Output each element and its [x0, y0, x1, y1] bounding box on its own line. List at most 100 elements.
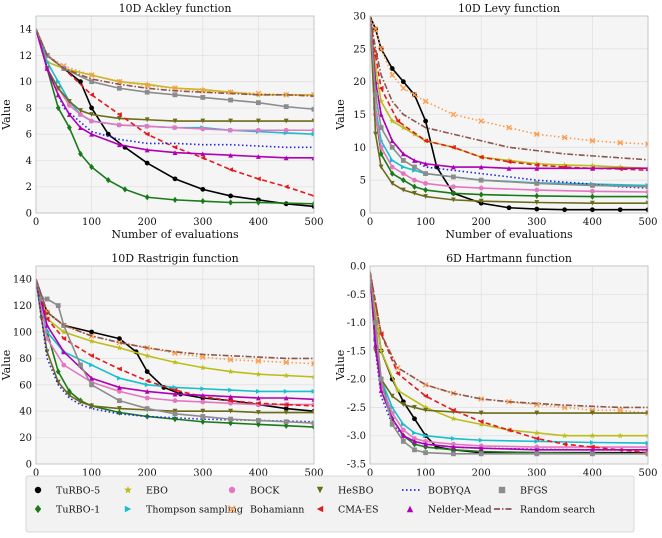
data-point: [534, 165, 540, 171]
series-bfgs: [370, 16, 648, 190]
data-point: [66, 392, 72, 398]
data-point: [61, 349, 67, 355]
data-point: [255, 358, 262, 364]
data-point: [423, 138, 428, 144]
data-point: [423, 186, 428, 194]
series-line: [36, 278, 314, 378]
series-line: [36, 28, 314, 197]
data-point: [645, 200, 648, 206]
data-point: [590, 207, 595, 213]
data-point: [172, 176, 178, 182]
data-point: [255, 371, 262, 377]
data-point: [590, 165, 595, 171]
x-tick-label: 100: [82, 468, 101, 479]
series-line: [36, 28, 314, 96]
data-point: [645, 184, 648, 190]
data-point: [200, 392, 206, 398]
data-point: [116, 339, 123, 346]
data-point: [283, 402, 289, 407]
data-point: [478, 396, 485, 402]
data-point: [256, 400, 261, 406]
data-point: [227, 368, 234, 375]
data-point: [412, 430, 417, 436]
data-point: [117, 85, 122, 91]
data-point: [172, 398, 178, 404]
data-point: [89, 382, 94, 388]
series-random-search: [370, 271, 648, 409]
data-point: [200, 386, 206, 392]
legend-entry: Nelder-Mead: [406, 505, 492, 516]
data-point: [506, 427, 512, 433]
series-cma-es: [370, 271, 648, 454]
y-tick-label: 0.0: [350, 262, 366, 273]
data-point: [423, 438, 428, 444]
data-point: [378, 164, 384, 170]
data-point: [423, 393, 428, 399]
y-axis-label: Value: [0, 99, 13, 131]
data-point: [478, 410, 484, 416]
data-point: [228, 97, 233, 103]
x-tick-label: 300: [527, 468, 546, 479]
series-line: [370, 16, 648, 161]
x-tick-label: 500: [304, 468, 323, 479]
data-point: [422, 404, 429, 410]
data-point: [117, 112, 122, 117]
legend-marker: [316, 505, 324, 513]
data-point: [78, 150, 83, 158]
gridlines: [35, 266, 315, 465]
data-point: [395, 118, 401, 124]
x-axis-label: Number of evaluations: [445, 228, 573, 241]
data-point: [478, 118, 485, 124]
legend-label: BFGS: [520, 486, 548, 497]
data-point: [199, 364, 206, 371]
data-point: [55, 79, 61, 85]
series-cma-es: [36, 278, 314, 408]
data-point: [228, 167, 233, 173]
data-point: [144, 382, 150, 388]
series-line: [36, 279, 314, 423]
data-point: [311, 106, 314, 112]
legend-label: BOBYQA: [428, 486, 471, 497]
data-point: [645, 432, 648, 439]
y-tick-label: -3.5: [347, 460, 366, 471]
data-point: [55, 303, 61, 308]
series-line: [370, 271, 648, 437]
x-tick-label: 500: [638, 217, 657, 228]
data-point: [478, 191, 484, 198]
plot-area: [370, 266, 648, 464]
data-point: [534, 444, 540, 450]
data-point: [412, 190, 417, 196]
legend-marker: [228, 505, 236, 513]
data-point: [88, 72, 95, 78]
data-point: [78, 125, 83, 131]
data-point: [256, 176, 261, 182]
data-point: [451, 190, 456, 197]
data-point: [400, 124, 407, 131]
data-point: [400, 79, 406, 85]
data-point: [144, 369, 150, 374]
data-point: [256, 154, 261, 159]
legend-entry: CMA-ES: [316, 505, 379, 516]
data-point: [283, 419, 289, 425]
data-point: [89, 105, 94, 111]
legend-marker: [124, 485, 132, 494]
series-group: [370, 16, 648, 213]
data-point: [172, 125, 178, 131]
data-point: [311, 423, 314, 431]
data-point: [645, 451, 648, 457]
data-point: [39, 316, 44, 322]
data-point: [200, 151, 206, 157]
data-point: [283, 127, 289, 133]
data-point: [412, 183, 417, 190]
series-group: [370, 271, 648, 457]
data-point: [451, 197, 456, 203]
data-point: [617, 407, 624, 414]
data-point: [389, 164, 395, 170]
y-tick-label: -1.5: [347, 346, 366, 357]
data-point: [400, 187, 406, 193]
y-tick-label: 140: [13, 275, 32, 286]
data-point: [423, 181, 428, 186]
legend-marker: [124, 505, 132, 513]
x-tick-label: 300: [527, 217, 546, 228]
data-point: [117, 366, 122, 372]
